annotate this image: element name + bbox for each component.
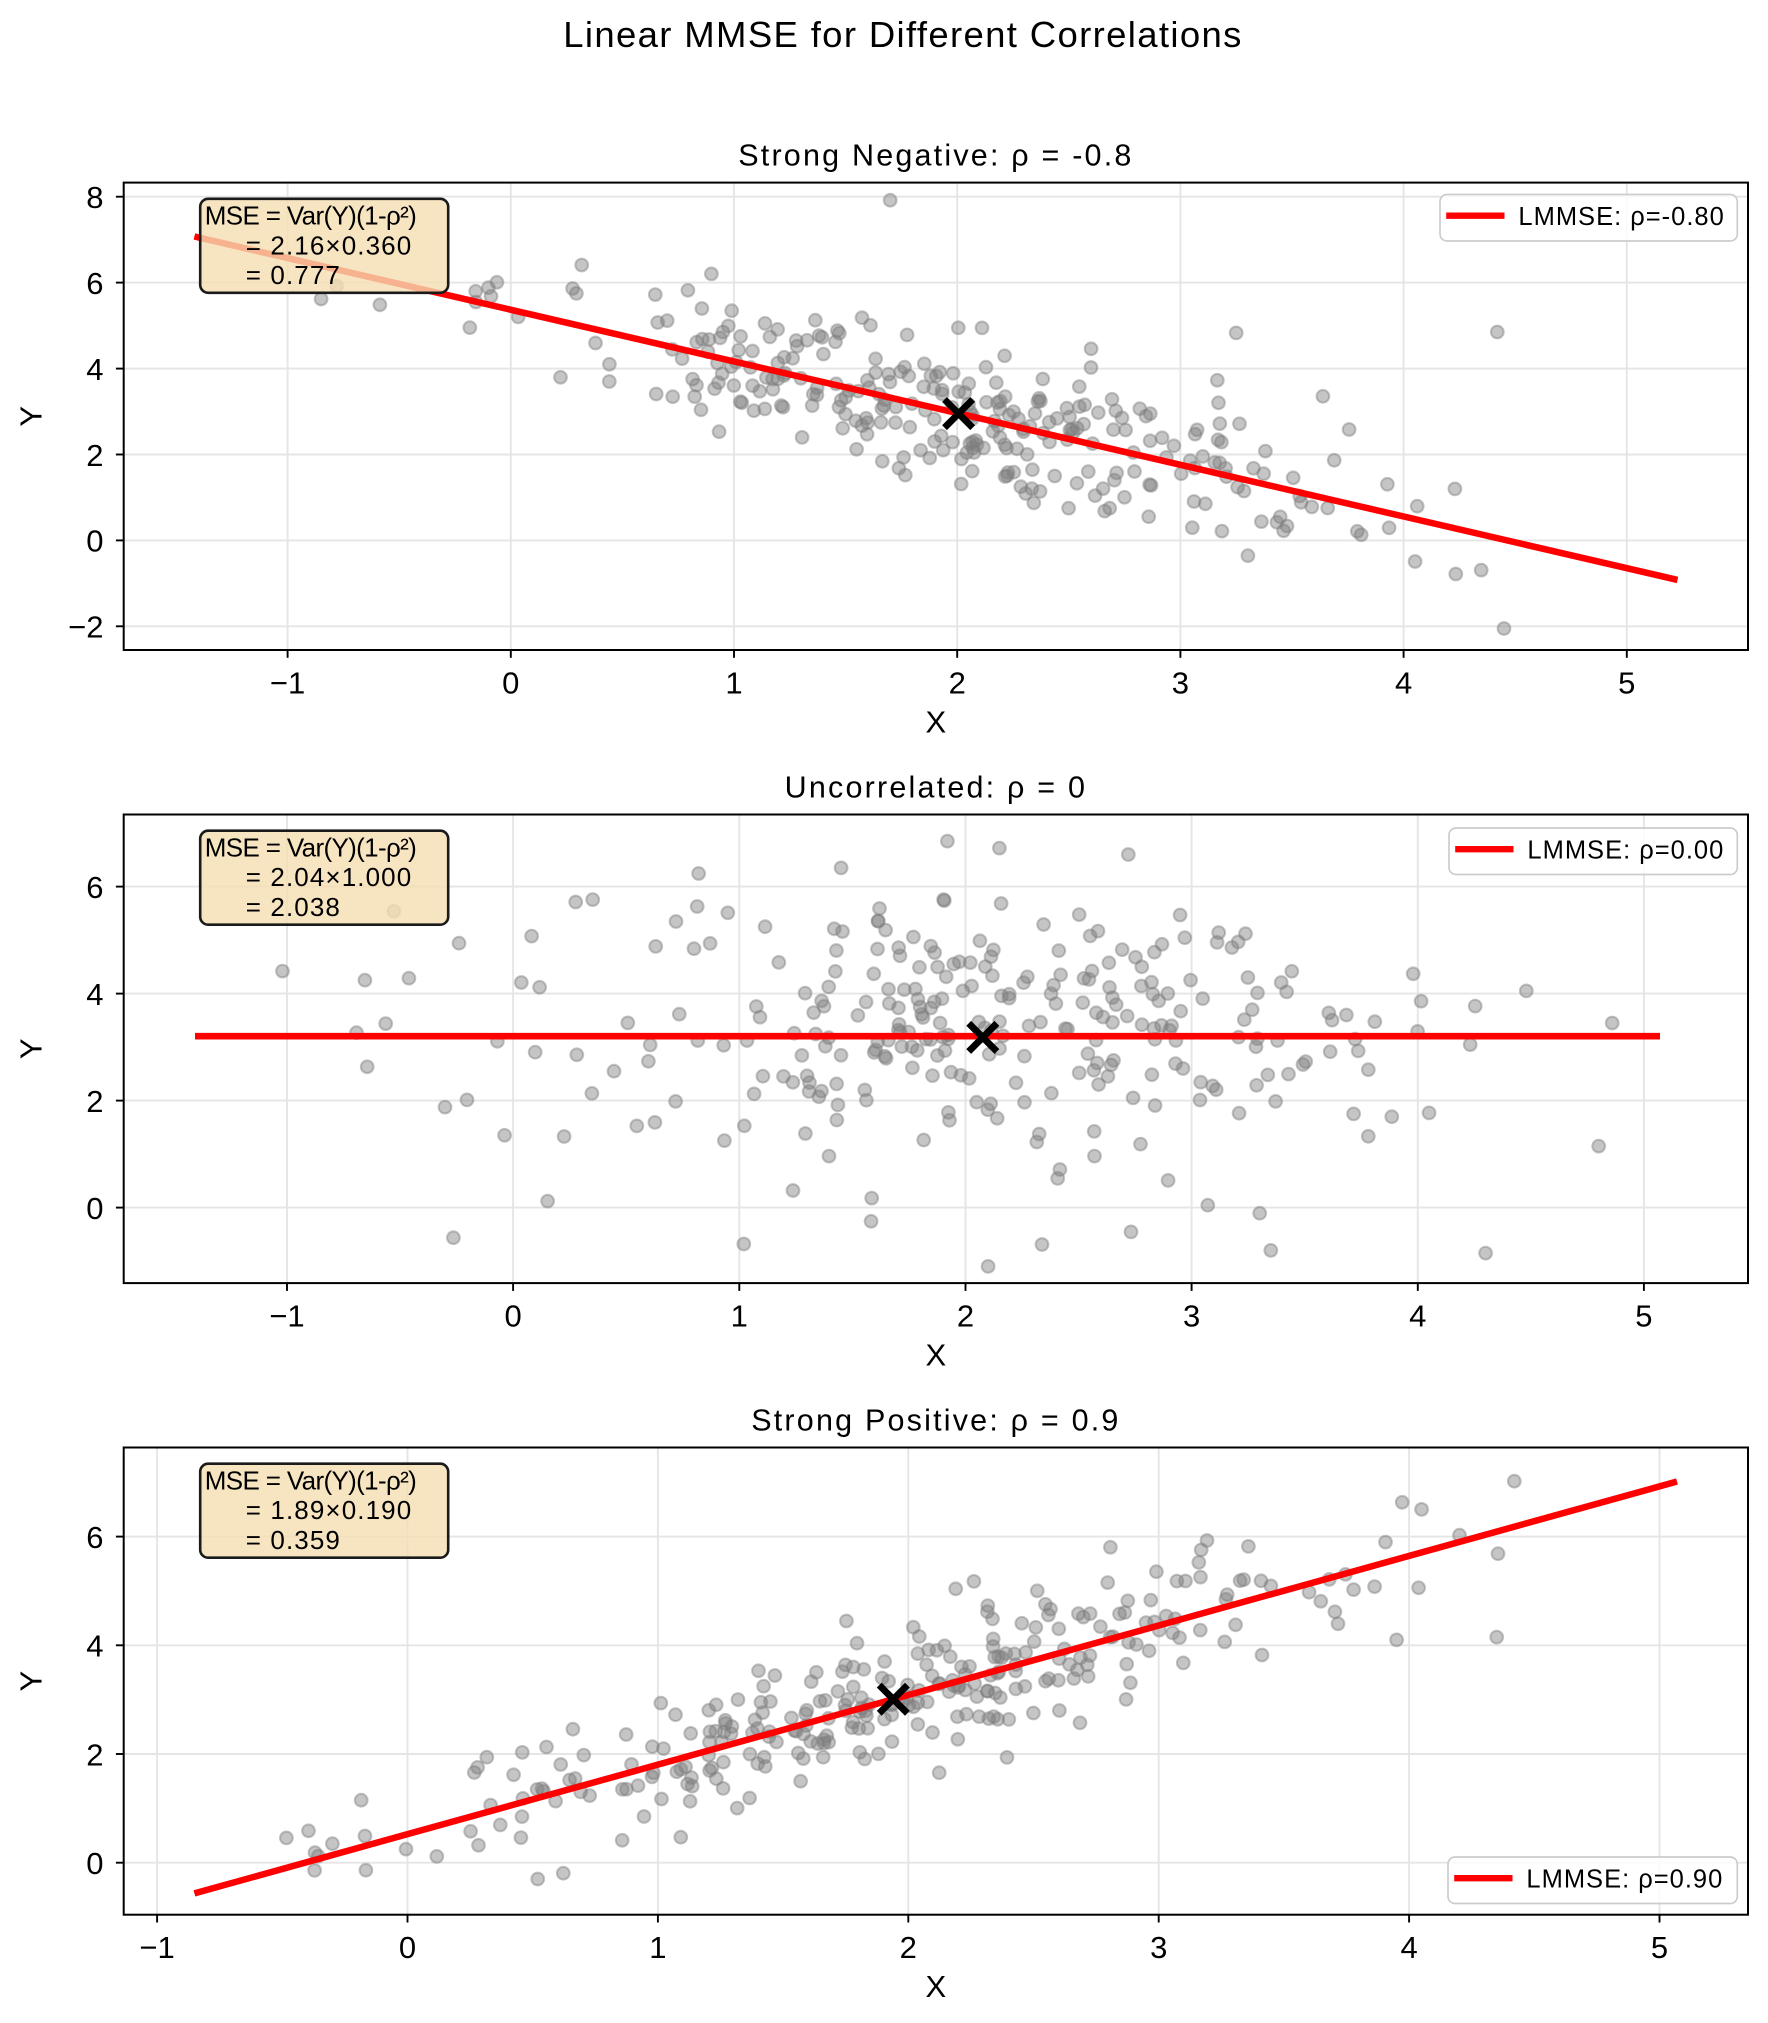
svg-text:3: 3: [1150, 1930, 1167, 1965]
svg-text:5: 5: [1618, 666, 1635, 701]
svg-text:1: 1: [731, 1299, 748, 1334]
svg-text:= 2.04×1.000: = 2.04×1.000: [246, 862, 412, 892]
svg-text:Y: Y: [14, 406, 49, 427]
svg-text:X: X: [926, 1338, 947, 1373]
svg-text:−1: −1: [269, 1299, 304, 1334]
svg-text:4: 4: [1409, 1299, 1426, 1334]
svg-text:3: 3: [1172, 666, 1189, 701]
svg-text:6: 6: [86, 266, 103, 301]
svg-text:Strong Negative: ρ = -0.8: Strong Negative: ρ = -0.8: [738, 139, 1133, 173]
svg-text:−1: −1: [270, 666, 305, 701]
svg-text:2: 2: [900, 1930, 917, 1965]
svg-text:−2: −2: [68, 610, 103, 645]
svg-text:2: 2: [949, 666, 966, 701]
svg-text:4: 4: [86, 352, 103, 387]
svg-text:2: 2: [86, 1737, 103, 1772]
svg-text:1: 1: [725, 666, 742, 701]
svg-text:4: 4: [86, 977, 103, 1012]
svg-text:MSE = Var(Y)(1-ρ²): MSE = Var(Y)(1-ρ²): [205, 201, 416, 231]
svg-text:−1: −1: [139, 1930, 174, 1965]
svg-text:1: 1: [649, 1930, 666, 1965]
svg-text:8: 8: [86, 180, 103, 215]
svg-text:= 1.89×0.190: = 1.89×0.190: [246, 1495, 412, 1525]
svg-text:MSE = Var(Y)(1-ρ²): MSE = Var(Y)(1-ρ²): [205, 1466, 416, 1496]
svg-text:5: 5: [1635, 1299, 1652, 1334]
svg-text:0: 0: [86, 1846, 103, 1881]
svg-text:2: 2: [86, 1084, 103, 1119]
svg-text:LMMSE: ρ=0.90: LMMSE: ρ=0.90: [1526, 1865, 1723, 1893]
svg-text:LMMSE: ρ=0.00: LMMSE: ρ=0.00: [1527, 836, 1724, 864]
svg-text:Strong Positive: ρ = 0.9: Strong Positive: ρ = 0.9: [751, 1404, 1120, 1438]
svg-text:= 2.038: = 2.038: [246, 892, 341, 922]
svg-text:5: 5: [1651, 1930, 1668, 1965]
svg-text:MSE = Var(Y)(1-ρ²): MSE = Var(Y)(1-ρ²): [205, 833, 416, 863]
svg-text:Uncorrelated: ρ = 0: Uncorrelated: ρ = 0: [785, 771, 1087, 805]
svg-text:3: 3: [1183, 1299, 1200, 1334]
svg-text:6: 6: [86, 870, 103, 905]
svg-text:= 0.777: = 0.777: [246, 260, 341, 290]
svg-text:Linear MMSE for Different Corr: Linear MMSE for Different Correlations: [563, 14, 1242, 55]
svg-text:= 0.359: = 0.359: [246, 1525, 341, 1555]
svg-text:4: 4: [86, 1629, 103, 1664]
svg-text:2: 2: [86, 438, 103, 473]
svg-text:6: 6: [86, 1520, 103, 1555]
svg-text:X: X: [926, 704, 947, 739]
svg-text:Y: Y: [14, 1038, 49, 1059]
svg-text:4: 4: [1395, 666, 1412, 701]
svg-text:0: 0: [502, 666, 519, 701]
svg-text:4: 4: [1400, 1930, 1417, 1965]
svg-text:0: 0: [399, 1930, 416, 1965]
svg-text:0: 0: [86, 524, 103, 559]
svg-text:0: 0: [86, 1191, 103, 1226]
svg-text:2: 2: [957, 1299, 974, 1334]
svg-text:0: 0: [504, 1299, 521, 1334]
svg-text:LMMSE: ρ=-0.80: LMMSE: ρ=-0.80: [1518, 203, 1724, 231]
svg-text:= 2.16×0.360: = 2.16×0.360: [246, 230, 412, 260]
svg-text:X: X: [926, 1969, 947, 2004]
svg-text:Y: Y: [14, 1671, 49, 1692]
